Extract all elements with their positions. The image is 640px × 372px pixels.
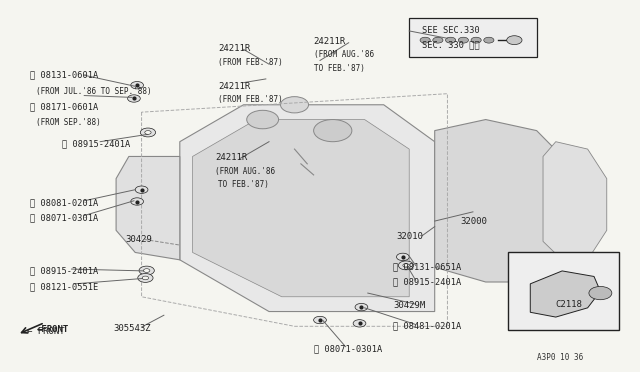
Circle shape <box>445 37 456 43</box>
Circle shape <box>140 128 156 137</box>
PathPatch shape <box>531 271 600 317</box>
Text: C2118: C2118 <box>556 300 582 309</box>
Text: 305543Z: 305543Z <box>113 324 150 333</box>
Text: 32010: 32010 <box>396 232 423 241</box>
Text: (FROM JUL.'86 TO SEP.'88): (FROM JUL.'86 TO SEP.'88) <box>36 87 152 96</box>
Text: 32000: 32000 <box>460 217 487 225</box>
Text: (FROM FEB.'87): (FROM FEB.'87) <box>218 96 283 105</box>
Text: 30429: 30429 <box>125 235 152 244</box>
Text: ←FRONT: ←FRONT <box>36 325 68 334</box>
Text: Ⓑ 08481-0201A: Ⓑ 08481-0201A <box>394 322 461 331</box>
PathPatch shape <box>193 119 409 297</box>
Text: A3P0 10 36: A3P0 10 36 <box>537 353 583 362</box>
Text: 24211R: 24211R <box>314 37 346 46</box>
Text: (FROM AUG.'86: (FROM AUG.'86 <box>215 167 275 176</box>
Text: Ⓑ 08131-0601A: Ⓑ 08131-0601A <box>30 71 99 80</box>
PathPatch shape <box>543 142 607 260</box>
Circle shape <box>471 37 481 43</box>
Text: ← FRONT: ← FRONT <box>27 327 65 336</box>
Text: Ⓑ 08071-0301A: Ⓑ 08071-0301A <box>314 344 382 353</box>
Circle shape <box>138 273 153 282</box>
Text: Ⓑ 08171-0601A: Ⓑ 08171-0601A <box>30 102 99 111</box>
FancyBboxPatch shape <box>409 18 537 57</box>
PathPatch shape <box>116 157 180 260</box>
Text: (FROM FEB.'87): (FROM FEB.'87) <box>218 58 283 67</box>
Text: Ⓑ 08121-0551E: Ⓑ 08121-0551E <box>30 282 99 291</box>
Circle shape <box>314 119 352 142</box>
Circle shape <box>484 37 494 43</box>
Circle shape <box>314 316 326 324</box>
Text: Ⓑ 08081-0201A: Ⓑ 08081-0201A <box>30 198 99 207</box>
FancyBboxPatch shape <box>508 253 620 330</box>
PathPatch shape <box>180 105 435 311</box>
PathPatch shape <box>435 119 562 282</box>
Text: 24211R: 24211R <box>218 44 250 53</box>
Circle shape <box>246 110 278 129</box>
Text: 30429M: 30429M <box>394 301 426 311</box>
Circle shape <box>143 269 150 272</box>
Circle shape <box>127 95 140 102</box>
Circle shape <box>398 261 413 270</box>
Circle shape <box>280 97 308 113</box>
Circle shape <box>458 37 468 43</box>
Text: 24211R: 24211R <box>218 82 250 91</box>
Text: (FROM AUG.'86: (FROM AUG.'86 <box>314 51 374 60</box>
Text: Ⓑ 08131-0651A: Ⓑ 08131-0651A <box>394 263 461 272</box>
Circle shape <box>135 186 148 193</box>
Circle shape <box>139 266 154 275</box>
Text: SEE SEC.330: SEE SEC.330 <box>422 26 480 35</box>
Circle shape <box>433 37 443 43</box>
Circle shape <box>131 81 143 89</box>
Text: SEC. 330 参照: SEC. 330 参照 <box>422 40 480 49</box>
Circle shape <box>507 36 522 45</box>
Circle shape <box>420 37 430 43</box>
Text: Ⓦ 08915-2401A: Ⓦ 08915-2401A <box>62 139 130 148</box>
Text: 24211R: 24211R <box>215 153 247 162</box>
Text: Ⓦ 08915-2401A: Ⓦ 08915-2401A <box>394 278 461 286</box>
Circle shape <box>355 304 368 311</box>
Text: Ⓑ 08071-0301A: Ⓑ 08071-0301A <box>30 213 99 222</box>
Circle shape <box>145 131 151 134</box>
Circle shape <box>589 286 612 300</box>
Circle shape <box>403 263 409 267</box>
Circle shape <box>142 276 148 280</box>
Circle shape <box>131 198 143 205</box>
Text: (FROM SEP.'88): (FROM SEP.'88) <box>36 118 101 127</box>
Text: TO FEB.'87): TO FEB.'87) <box>314 64 365 73</box>
Circle shape <box>353 320 366 327</box>
Text: Ⓦ 08915-2401A: Ⓦ 08915-2401A <box>30 266 99 275</box>
Text: TO FEB.'87): TO FEB.'87) <box>218 180 269 189</box>
Circle shape <box>396 253 409 260</box>
